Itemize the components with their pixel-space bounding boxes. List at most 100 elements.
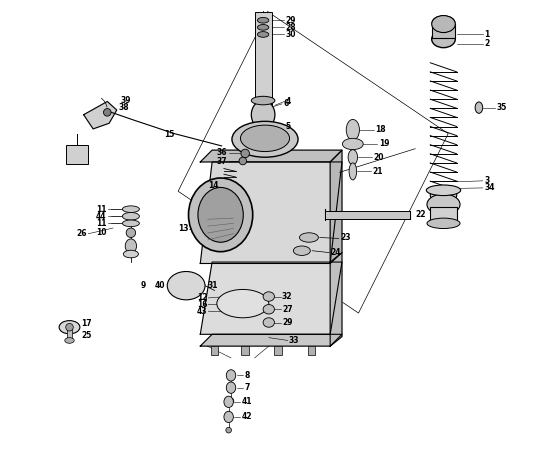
Text: 33: 33 xyxy=(289,336,299,345)
Text: 16: 16 xyxy=(197,300,207,309)
Ellipse shape xyxy=(251,96,275,105)
Text: 25: 25 xyxy=(82,331,92,340)
Ellipse shape xyxy=(224,396,234,408)
Text: 11: 11 xyxy=(96,219,106,228)
Text: 19: 19 xyxy=(379,140,389,149)
Text: 24: 24 xyxy=(330,248,341,257)
Ellipse shape xyxy=(348,150,358,165)
Ellipse shape xyxy=(263,318,275,327)
Ellipse shape xyxy=(241,125,289,152)
Ellipse shape xyxy=(263,304,275,314)
Ellipse shape xyxy=(66,323,73,331)
Text: 15: 15 xyxy=(164,130,174,139)
Bar xyxy=(275,346,282,355)
Bar xyxy=(254,12,272,139)
Polygon shape xyxy=(200,150,342,162)
Ellipse shape xyxy=(427,194,460,215)
Bar xyxy=(66,145,89,164)
Polygon shape xyxy=(84,102,117,129)
Ellipse shape xyxy=(125,239,137,253)
Text: 11: 11 xyxy=(96,205,106,214)
Text: 13: 13 xyxy=(178,225,189,234)
Text: 42: 42 xyxy=(242,412,252,421)
Ellipse shape xyxy=(226,428,231,433)
Text: 12: 12 xyxy=(197,294,207,303)
Ellipse shape xyxy=(299,233,318,242)
Text: 6: 6 xyxy=(283,99,289,108)
Ellipse shape xyxy=(249,131,277,148)
Ellipse shape xyxy=(232,121,298,157)
Ellipse shape xyxy=(251,101,275,129)
Ellipse shape xyxy=(126,228,136,238)
Text: 1: 1 xyxy=(484,30,490,39)
Ellipse shape xyxy=(346,119,359,140)
Text: 34: 34 xyxy=(484,183,494,192)
Text: 14: 14 xyxy=(208,181,218,190)
Text: 28: 28 xyxy=(286,23,296,32)
Ellipse shape xyxy=(258,25,269,30)
Bar xyxy=(324,211,410,218)
Ellipse shape xyxy=(342,138,363,150)
Ellipse shape xyxy=(430,186,457,204)
Ellipse shape xyxy=(426,185,461,196)
Ellipse shape xyxy=(103,109,111,116)
Polygon shape xyxy=(330,253,342,346)
Ellipse shape xyxy=(189,178,253,252)
Ellipse shape xyxy=(123,212,139,220)
Ellipse shape xyxy=(258,32,269,37)
Ellipse shape xyxy=(432,16,455,29)
Text: 40: 40 xyxy=(154,281,165,290)
Polygon shape xyxy=(200,162,342,264)
Text: 44: 44 xyxy=(96,212,106,221)
Text: 2: 2 xyxy=(484,39,490,48)
Text: 10: 10 xyxy=(96,228,106,238)
Text: 41: 41 xyxy=(242,397,252,406)
Ellipse shape xyxy=(263,292,275,301)
Ellipse shape xyxy=(123,220,139,227)
Text: 35: 35 xyxy=(497,103,507,112)
Ellipse shape xyxy=(293,246,310,256)
Text: 26: 26 xyxy=(77,229,87,238)
Text: 29: 29 xyxy=(286,16,296,25)
Ellipse shape xyxy=(65,338,74,343)
Text: 23: 23 xyxy=(341,233,351,242)
Ellipse shape xyxy=(432,16,455,33)
Ellipse shape xyxy=(349,163,357,180)
Bar xyxy=(307,346,315,355)
Text: 20: 20 xyxy=(373,153,383,162)
Text: 30: 30 xyxy=(286,30,296,39)
Bar xyxy=(241,346,249,355)
Ellipse shape xyxy=(123,250,138,258)
Ellipse shape xyxy=(198,188,243,242)
Bar xyxy=(67,327,72,341)
Bar xyxy=(211,346,218,355)
Polygon shape xyxy=(330,150,342,264)
Ellipse shape xyxy=(226,370,236,381)
Text: 21: 21 xyxy=(372,167,383,176)
Text: 31: 31 xyxy=(207,281,218,290)
Text: 43: 43 xyxy=(197,307,207,316)
Ellipse shape xyxy=(241,149,249,158)
Bar xyxy=(430,207,457,223)
Ellipse shape xyxy=(228,386,234,391)
Text: 27: 27 xyxy=(282,305,293,314)
Polygon shape xyxy=(200,262,342,334)
Ellipse shape xyxy=(258,18,269,23)
Ellipse shape xyxy=(123,206,139,212)
Ellipse shape xyxy=(427,218,460,228)
Text: 37: 37 xyxy=(217,156,227,165)
Ellipse shape xyxy=(239,157,247,165)
Ellipse shape xyxy=(167,272,205,300)
Ellipse shape xyxy=(432,31,455,48)
Bar xyxy=(432,24,455,38)
Text: 22: 22 xyxy=(415,210,426,219)
Text: 36: 36 xyxy=(217,148,227,157)
Text: 18: 18 xyxy=(375,125,386,134)
Polygon shape xyxy=(200,334,342,346)
Text: 8: 8 xyxy=(244,371,249,380)
Ellipse shape xyxy=(228,398,234,404)
Text: 5: 5 xyxy=(286,122,291,131)
Text: 4: 4 xyxy=(286,97,291,106)
Text: 32: 32 xyxy=(282,292,293,301)
Ellipse shape xyxy=(224,411,234,423)
